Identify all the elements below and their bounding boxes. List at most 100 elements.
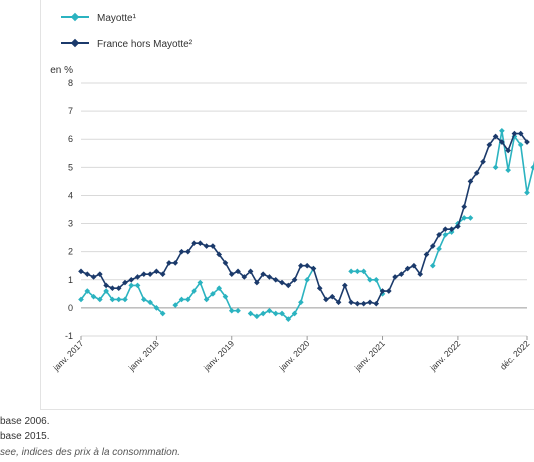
data-point: [90, 293, 97, 300]
data-point: [505, 167, 511, 173]
data-point: [517, 142, 524, 148]
data-point: [398, 271, 405, 277]
data-point: [298, 299, 304, 306]
data-point: [486, 142, 493, 148]
y-tick-label: 7: [68, 106, 73, 116]
data-point: [304, 262, 310, 269]
data-point: [348, 299, 354, 306]
data-point: [235, 307, 241, 314]
data-point: [84, 288, 91, 294]
data-point: [392, 274, 398, 280]
data-point: [279, 310, 285, 317]
data-point: [254, 279, 260, 286]
legend-item-france[interactable]: France hors Mayotte²: [61, 38, 193, 50]
x-tick-label: janv. 2020: [276, 338, 311, 373]
data-point: [473, 170, 480, 176]
data-point: [140, 296, 147, 303]
data-point: [279, 279, 285, 286]
data-point: [492, 164, 499, 171]
data-point: [266, 307, 273, 314]
data-point: [184, 248, 191, 255]
data-point: [342, 282, 348, 289]
data-point: [197, 240, 204, 247]
y-tick-label: -1: [65, 331, 73, 341]
data-point: [128, 276, 135, 283]
data-point: [191, 288, 197, 294]
data-point: [417, 271, 424, 277]
data-point: [147, 271, 153, 277]
data-point: [191, 240, 197, 247]
data-point: [461, 203, 468, 210]
data-point: [505, 147, 511, 154]
grid: [80, 82, 528, 340]
data-point: [310, 265, 317, 272]
data-point: [404, 265, 411, 272]
data-point: [329, 293, 336, 300]
data-point: [216, 251, 223, 258]
x-tick-label: janv. 2019: [201, 338, 236, 373]
data-point: [455, 223, 461, 230]
data-point: [285, 316, 292, 322]
data-point: [197, 279, 204, 286]
data-point: [323, 296, 329, 303]
data-point: [260, 310, 266, 317]
data-point: [122, 296, 128, 303]
data-point: [247, 310, 254, 317]
data-point: [266, 274, 273, 280]
data-point: [367, 299, 373, 306]
data-point: [524, 189, 530, 196]
data-point: [210, 243, 216, 249]
x-tick-label: janv. 2021: [352, 338, 387, 373]
data-point: [423, 251, 430, 258]
series-line-segment: [494, 129, 534, 194]
data-point: [272, 310, 279, 317]
data-point: [379, 288, 386, 294]
x-tick-label: janv. 2022: [427, 338, 462, 373]
data-point: [530, 164, 534, 171]
data-point: [298, 262, 304, 269]
data-point: [203, 243, 210, 249]
series-line-segment: [80, 284, 164, 315]
data-point: [373, 300, 380, 307]
series-france: [78, 130, 530, 307]
data-point: [254, 313, 260, 320]
data-point: [304, 276, 310, 283]
data-point: [172, 302, 179, 308]
data-point: [436, 246, 442, 252]
data-point: [122, 279, 128, 286]
data-point: [492, 133, 499, 140]
chart-card: Mayotte¹ France hors Mayotte² en % -1 0 1 2…: [40, 0, 534, 410]
data-point: [140, 271, 147, 277]
data-point: [235, 268, 241, 275]
data-point: [78, 268, 84, 275]
data-point: [153, 268, 160, 275]
data-point: [166, 260, 172, 266]
footnote-1: base 2006.: [0, 416, 50, 427]
data-point: [316, 285, 323, 292]
data-point: [367, 276, 373, 283]
y-tick-label: 3: [68, 219, 73, 229]
series-line-segment: [432, 217, 471, 266]
data-point: [147, 299, 153, 306]
data-point: [222, 260, 229, 266]
data-point: [511, 130, 518, 137]
data-point: [84, 271, 91, 277]
y-tick-label: 2: [68, 247, 73, 257]
data-point: [348, 268, 354, 275]
data-point: [517, 130, 524, 137]
data-point: [291, 310, 298, 317]
data-point: [373, 276, 380, 283]
data-point: [354, 268, 361, 275]
data-point: [524, 139, 530, 145]
data-point: [228, 271, 235, 277]
data-point: [109, 296, 116, 303]
data-point: [153, 305, 160, 311]
data-point: [128, 282, 135, 289]
y-tick-label: 6: [68, 134, 73, 144]
data-point: [360, 268, 367, 275]
y-axis-unit-label: en %: [50, 65, 73, 76]
data-point: [203, 296, 210, 303]
legend-item-mayotte[interactable]: Mayotte¹: [61, 12, 137, 24]
data-point: [480, 158, 486, 165]
data-point: [228, 307, 235, 314]
